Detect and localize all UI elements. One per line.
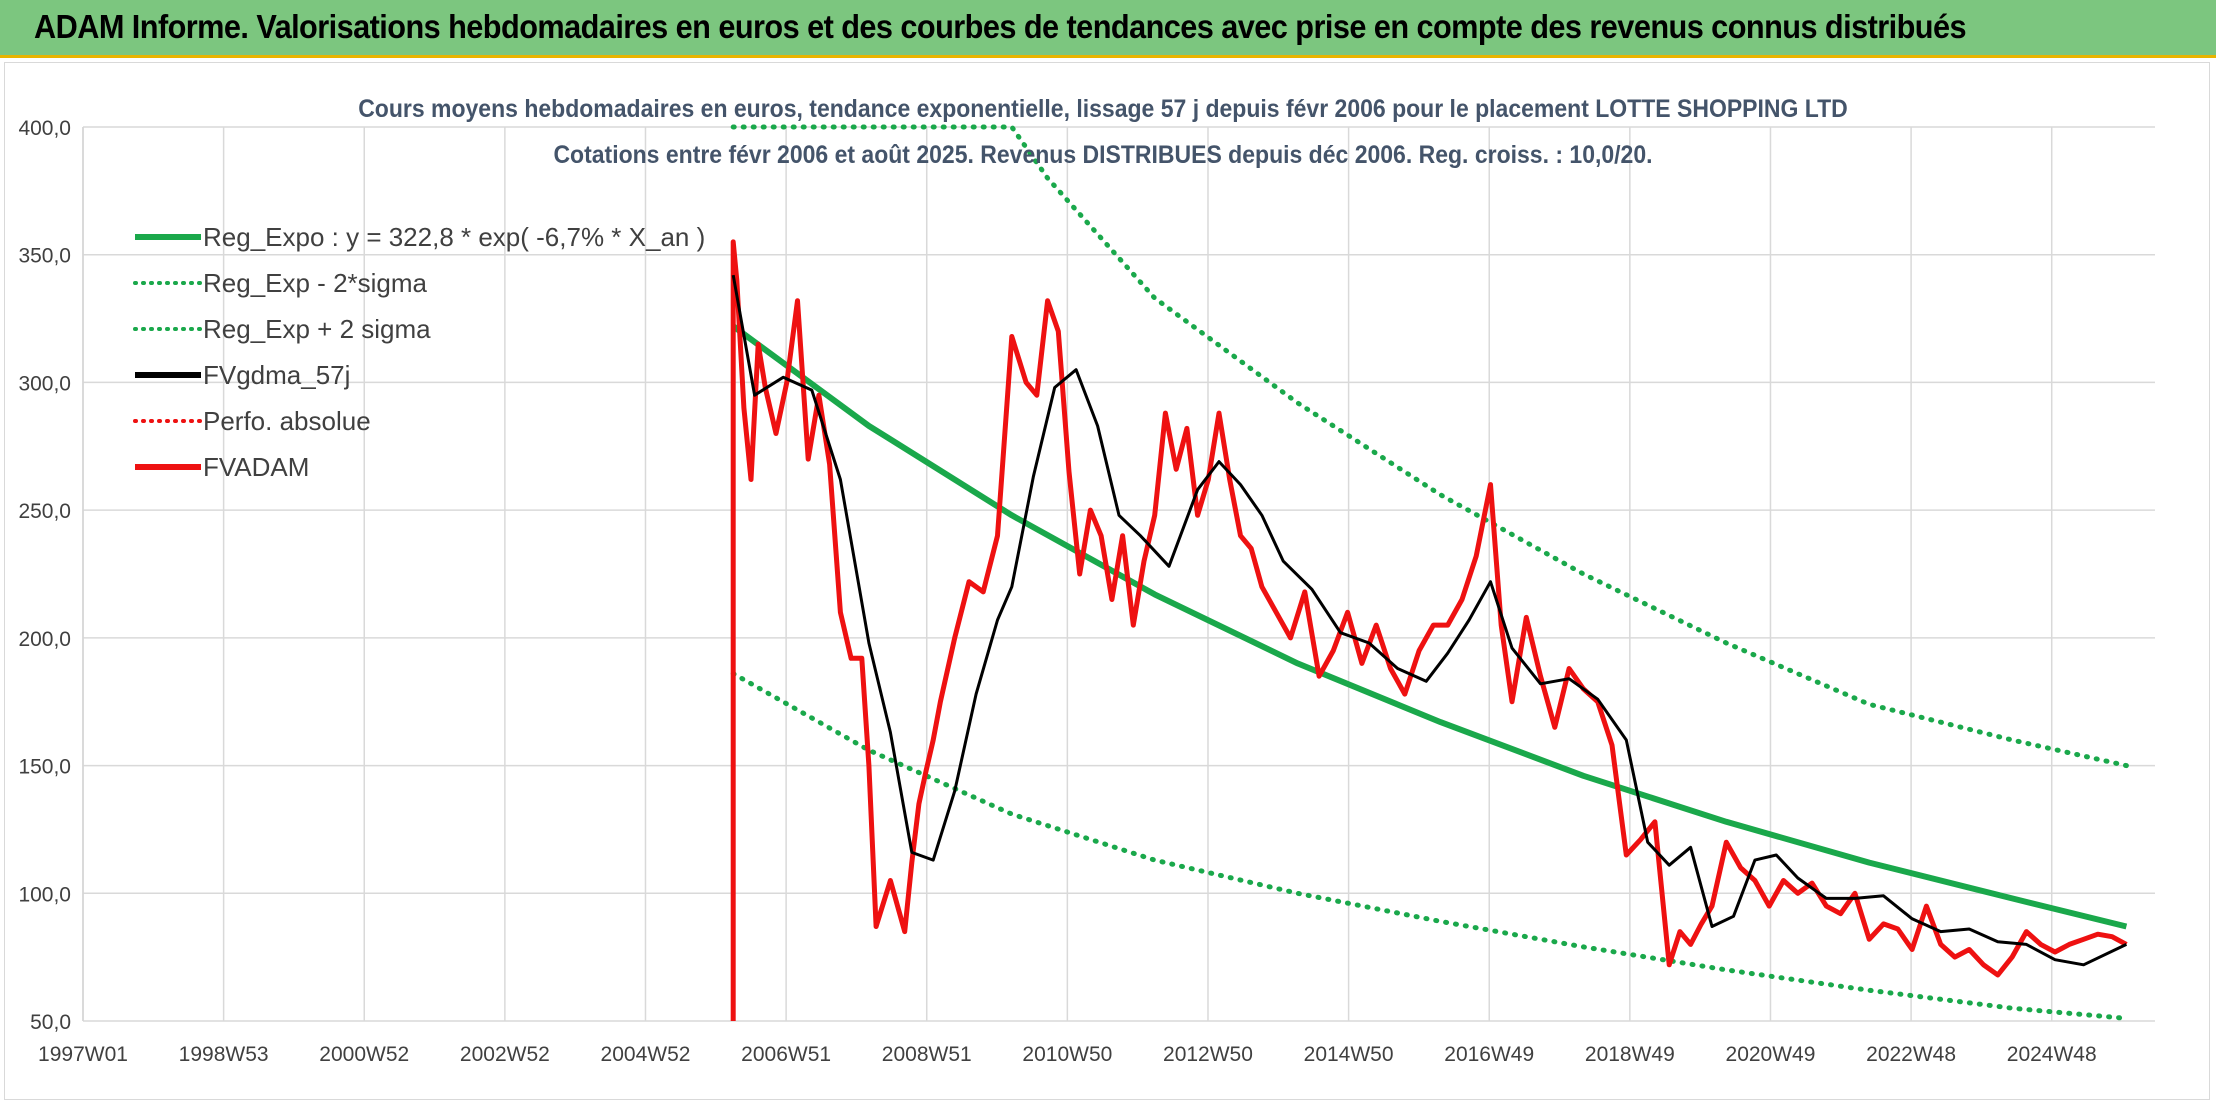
chart-title: Cours moyens hebdomadaires en euros, ten…	[358, 95, 1848, 123]
legend-label: FVgdma_57j	[203, 360, 350, 390]
x-tick-label: 2022W48	[1866, 1043, 1956, 1066]
report-banner: ADAM Informe. Valorisations hebdomadaire…	[0, 0, 2216, 58]
y-tick-label: 250,0	[18, 500, 71, 523]
x-tick-label: 2018W49	[1585, 1043, 1675, 1066]
series-line-1	[730, 671, 2129, 1021]
x-tick-label: 1998W53	[179, 1043, 269, 1066]
series-line-0	[731, 323, 2128, 930]
legend-label: FVADAM	[203, 452, 309, 482]
price-chart: 400,0350,0300,0250,0200,0150,0100,050,0 …	[18, 95, 2155, 1066]
legend-item: Reg_Exp + 2 sigma	[133, 314, 431, 344]
x-tick-label: 2012W50	[1163, 1043, 1253, 1066]
x-tick-label: 2020W49	[1726, 1043, 1816, 1066]
legend-item: FVADAM	[135, 452, 309, 482]
y-axis: 400,0 350,0 300,0 250,0 200,0 150,0 100,0 50,0	[18, 117, 71, 1034]
x-tick-label: 2002W52	[460, 1043, 550, 1066]
x-tick-label: 2010W50	[1022, 1043, 1112, 1066]
y-tick-label: 200,0	[18, 628, 71, 651]
y-tick-label: 400,0	[18, 117, 71, 140]
x-tick-label: 2016W49	[1444, 1043, 1534, 1066]
x-axis: 1997W01 1998W53 2000W52 2002W52 2004W52 2006W…	[38, 1043, 2097, 1066]
legend-label: Reg_Exp - 2*sigma	[203, 268, 428, 298]
x-tick-label: 2000W52	[319, 1043, 409, 1066]
chart-subtitle: Cotations entre févr 2006 et août 2025. …	[553, 141, 1652, 169]
legend-item: Reg_Expo : y = 322,8 * exp( -6,7% * X_an…	[135, 222, 705, 252]
x-tick-label: 2024W48	[2007, 1043, 2097, 1066]
legend-label: Reg_Expo : y = 322,8 * exp( -6,7% * X_an…	[203, 222, 705, 252]
y-tick-label: 50,0	[30, 1011, 71, 1034]
x-tick-label: 1997W01	[38, 1043, 128, 1066]
series-line-3	[731, 274, 2128, 967]
series-line-4	[730, 239, 2128, 1021]
report-title: ADAM Informe. Valorisations hebdomadaire…	[34, 8, 1967, 45]
chart-legend: Reg_Expo : y = 322,8 * exp( -6,7% * X_an…	[133, 222, 705, 482]
legend-label: Perfo. absolue	[203, 406, 371, 436]
legend-label: Reg_Exp + 2 sigma	[203, 314, 431, 344]
legend-item: Reg_Exp - 2*sigma	[133, 268, 428, 298]
legend-item: Perfo. absolue	[133, 406, 371, 436]
x-tick-label: 2006W51	[741, 1043, 831, 1066]
y-tick-label: 150,0	[18, 756, 71, 779]
x-tick-label: 2008W51	[882, 1043, 972, 1066]
series-line-2	[730, 124, 2129, 769]
x-tick-label: 2004W52	[601, 1043, 691, 1066]
y-tick-label: 300,0	[18, 372, 71, 395]
x-tick-label: 2014W50	[1304, 1043, 1394, 1066]
legend-item: FVgdma_57j	[135, 360, 350, 390]
y-tick-label: 350,0	[18, 245, 71, 268]
y-tick-label: 100,0	[18, 883, 71, 906]
chart-area: 400,0 350,0 300,0 250,0 200,0 150,0 100,0 50,0 …	[4, 62, 2210, 1100]
series-layer	[730, 124, 2129, 1021]
